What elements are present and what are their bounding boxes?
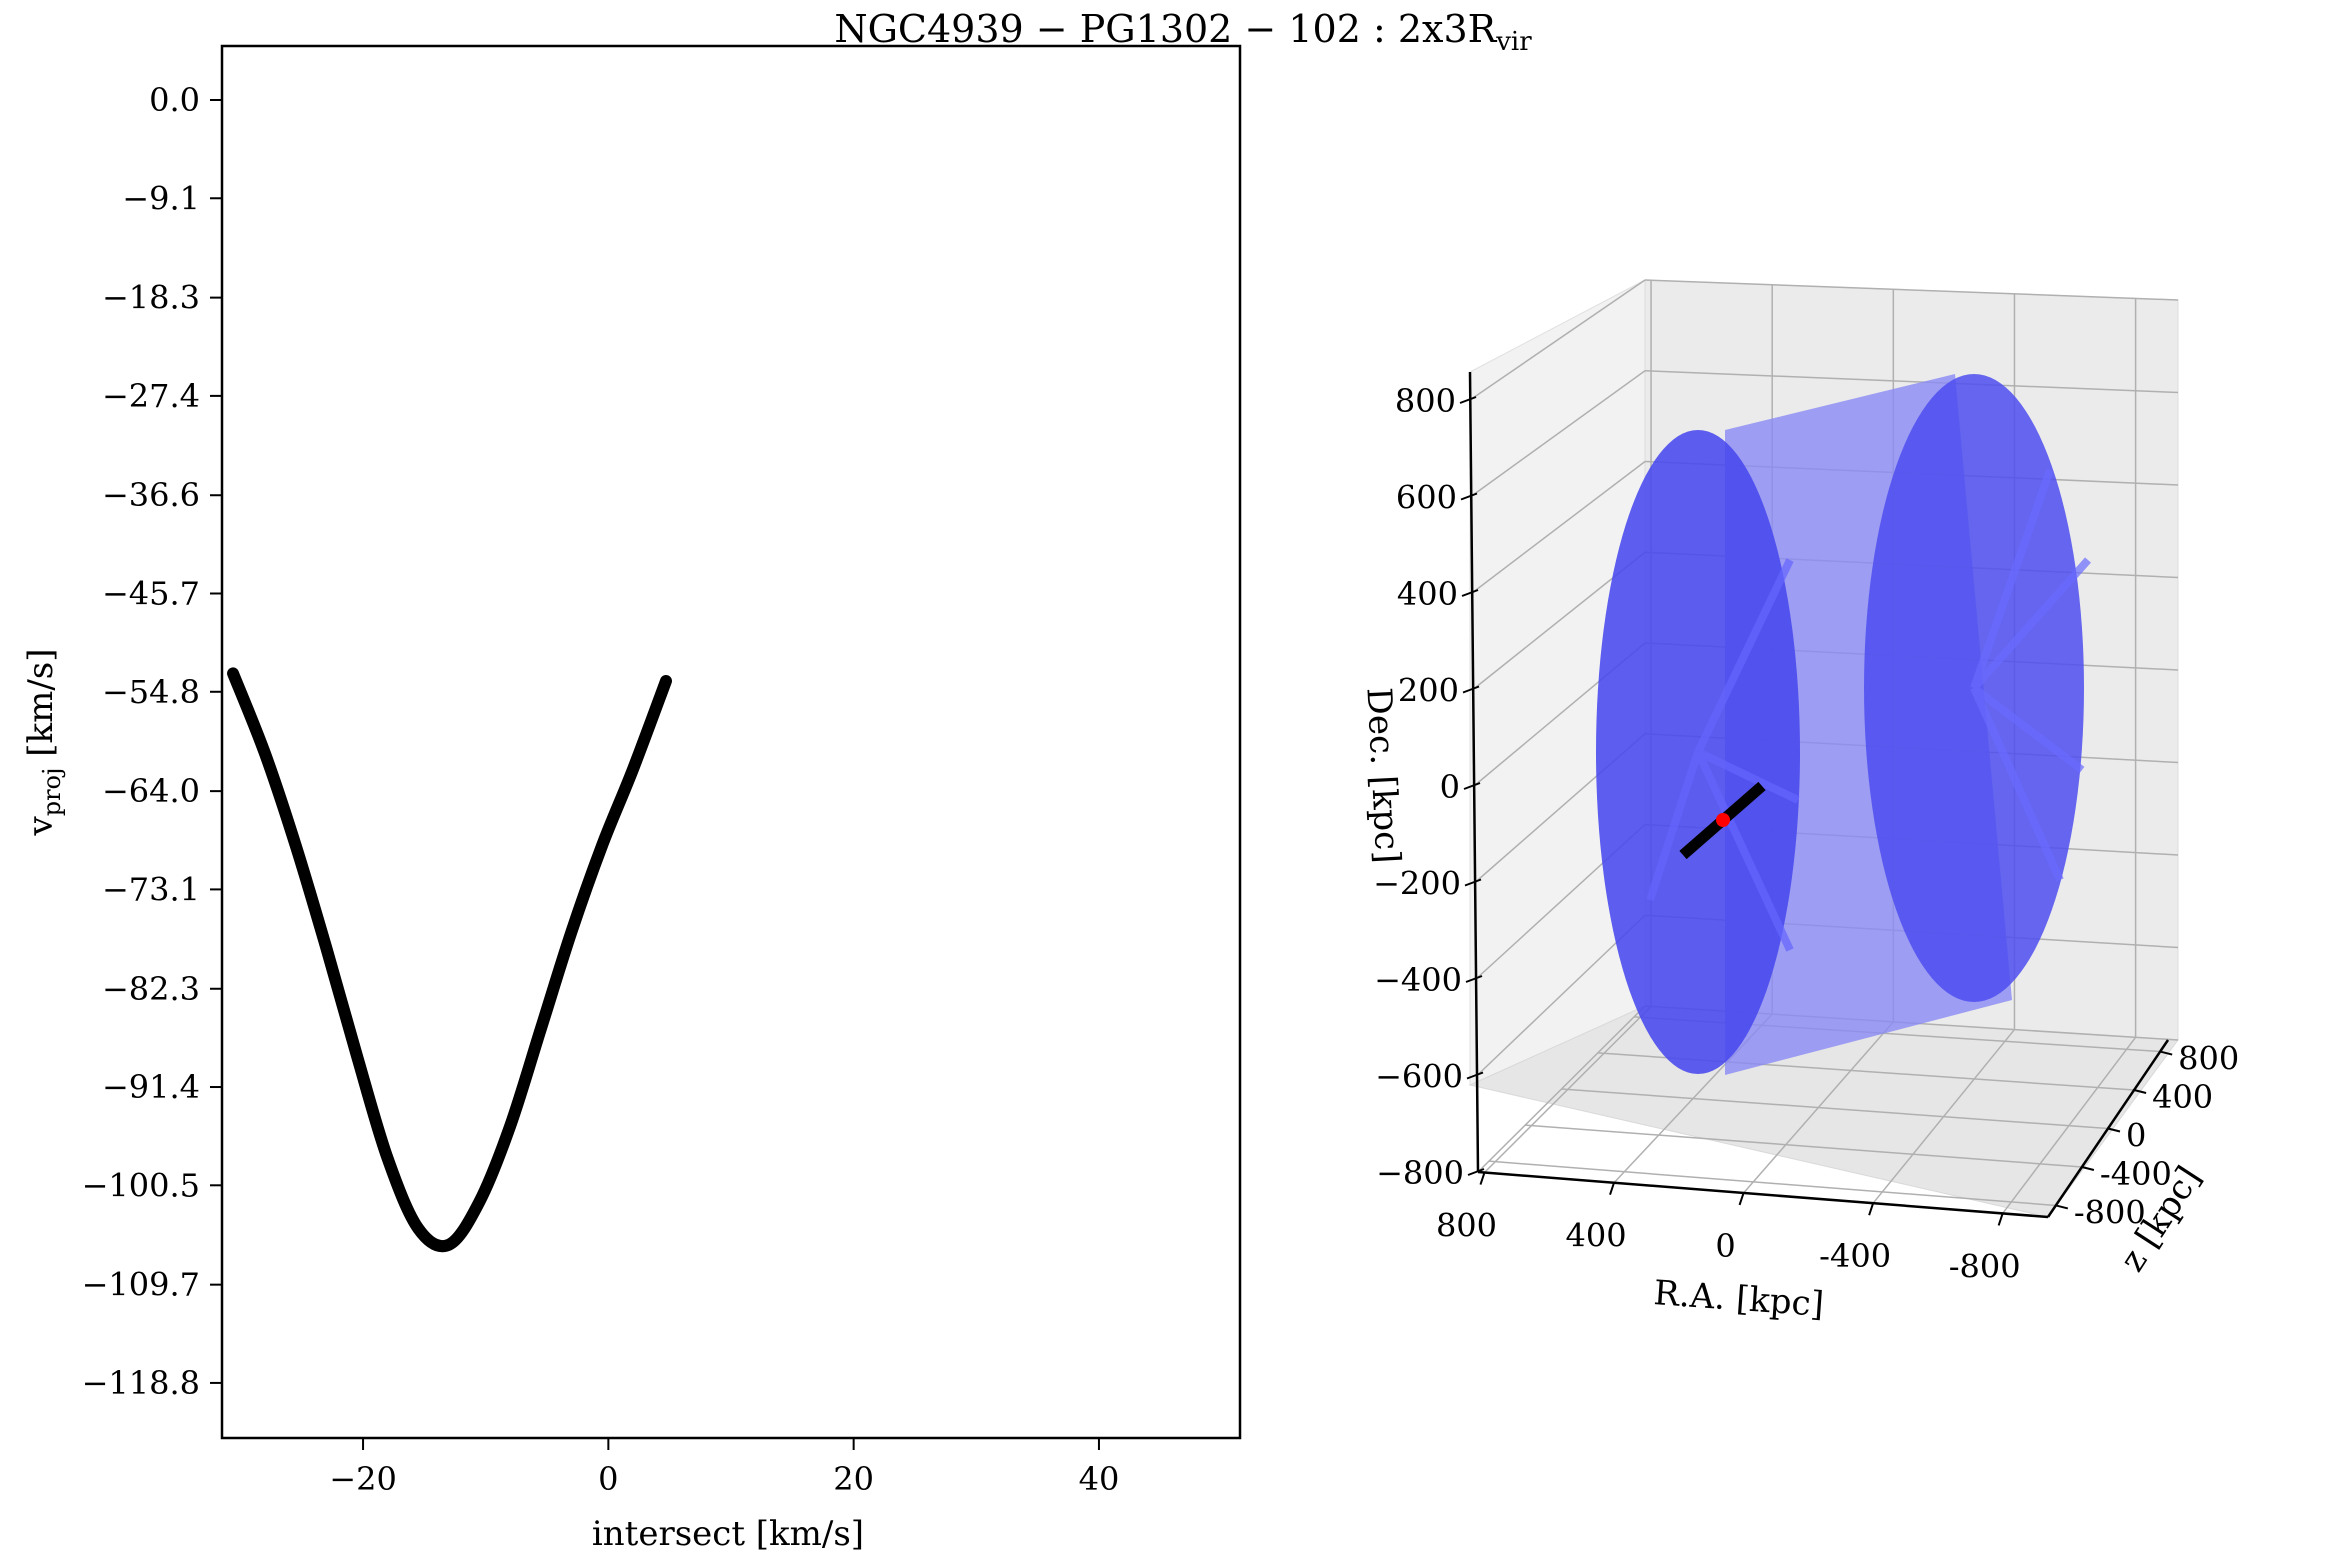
dec-tick bbox=[1459, 396, 1477, 404]
z-tick-label: -800 bbox=[2074, 1193, 2146, 1231]
dec-tick bbox=[1462, 685, 1480, 694]
grid-line bbox=[1644, 279, 2179, 301]
dec-axis: 800 600 400 200 0 −200 −400 −600 −800 bbox=[1373, 382, 1485, 1192]
y-tick-label: −36.6 bbox=[102, 476, 200, 514]
ra-tick bbox=[1738, 1192, 1745, 1206]
dec-tick bbox=[1461, 589, 1479, 597]
grid-line bbox=[1469, 279, 1646, 401]
figure-title: NGC4939 − PG1302 − 102 : 2x3Rvir bbox=[834, 7, 1532, 57]
y-tick-label: −45.7 bbox=[102, 575, 200, 613]
cylinder bbox=[1596, 374, 2091, 1075]
y-tick-label: −91.4 bbox=[102, 1068, 200, 1106]
y-axis-label-units: [km/s] bbox=[21, 648, 61, 767]
series-line bbox=[227, 667, 672, 1253]
x-tick-label: 20 bbox=[833, 1460, 874, 1498]
y-tick-label: −27.4 bbox=[102, 377, 200, 415]
grid-line bbox=[1644, 370, 2179, 394]
grid-line bbox=[1470, 370, 1646, 498]
z-tick-label: -400 bbox=[2100, 1155, 2172, 1193]
z-tick-label: 0 bbox=[2126, 1117, 2146, 1155]
ra-tick-label: 0 bbox=[1715, 1227, 1735, 1265]
z-axis-line bbox=[1468, 371, 1480, 1173]
ra-tick-label: 800 bbox=[1436, 1207, 1497, 1245]
grid-line bbox=[1561, 1088, 2109, 1130]
grid-line bbox=[1525, 1124, 2082, 1168]
grid-line bbox=[1488, 1160, 2056, 1207]
dec-tick bbox=[1467, 1168, 1485, 1176]
z-tick-label: 800 bbox=[2178, 1040, 2239, 1078]
y-axis-label-main: v bbox=[21, 816, 61, 837]
dec-tick-label: −200 bbox=[1373, 865, 1461, 903]
y-tick-label: −109.7 bbox=[82, 1266, 200, 1304]
y-tick-label: −73.1 bbox=[102, 870, 200, 908]
x-tick-label: −20 bbox=[329, 1460, 397, 1498]
y-tick-label: −54.8 bbox=[102, 673, 200, 711]
figure-title-main: NGC4939 − PG1302 − 102 : 2x3R bbox=[834, 7, 1497, 51]
z-tick bbox=[2107, 1127, 2121, 1133]
ra-tick bbox=[1609, 1182, 1615, 1196]
cylinder-cap-near-rays bbox=[1646, 558, 1800, 952]
grid-line bbox=[1471, 460, 1646, 594]
x-axis-line bbox=[1477, 1170, 2049, 1219]
z-tick bbox=[2081, 1166, 2095, 1171]
dec-tick-label: 400 bbox=[1397, 575, 1458, 613]
y-axis: 0.0 −9.1 −18.3 −27.4 −36.6 −45.7 −54.8 −64.0 −73… bbox=[82, 81, 222, 1402]
dec-tick-label: 0 bbox=[1440, 768, 1460, 806]
dec-tick-label: −600 bbox=[1375, 1058, 1463, 1096]
x-tick-label: 40 bbox=[1079, 1460, 1120, 1498]
ra-axis: 800 400 0 -400 -800 bbox=[1436, 1172, 2021, 1285]
y-tick-label: −9.1 bbox=[122, 179, 200, 217]
ra-tick bbox=[1479, 1172, 1486, 1185]
x-tick-label: 0 bbox=[598, 1460, 618, 1498]
y-tick-label: −100.5 bbox=[82, 1166, 200, 1204]
z-tick bbox=[2055, 1204, 2069, 1210]
ra-tick bbox=[1868, 1202, 1875, 1216]
plot-frame bbox=[220, 44, 1242, 1440]
ra-tick-label: -400 bbox=[1819, 1237, 1891, 1275]
cylinder-cap-far-rays bbox=[1970, 468, 2091, 882]
ra-tick-label: -800 bbox=[1949, 1247, 2021, 1285]
figure-title-subscript: vir bbox=[1495, 27, 1532, 57]
z-tick bbox=[2133, 1089, 2147, 1094]
dec-axis-label: Dec. [kpc] bbox=[1358, 687, 1407, 865]
y-axis-label-subscript: proj bbox=[38, 768, 66, 817]
ra-tick bbox=[1997, 1213, 2004, 1226]
y-tick-label: −64.0 bbox=[102, 772, 200, 810]
line-chart: 0.0 −9.1 −18.3 −27.4 −36.6 −45.7 −54.8 −64.0 −73… bbox=[21, 44, 1242, 1554]
ra-axis-label: R.A. [kpc] bbox=[1652, 1273, 1825, 1325]
ra-tick-label: 400 bbox=[1565, 1217, 1626, 1255]
y-tick-label: 0.0 bbox=[149, 81, 200, 119]
dec-tick bbox=[1465, 975, 1483, 983]
y-axis-label: vproj [km/s] bbox=[21, 648, 66, 836]
dec-tick-label: −800 bbox=[1376, 1154, 1464, 1192]
z-tick bbox=[2159, 1050, 2173, 1056]
dec-tick-label: −400 bbox=[1374, 961, 1462, 999]
x-axis: −20 0 20 40 bbox=[329, 1438, 1119, 1498]
dec-tick bbox=[1460, 492, 1478, 501]
dec-tick bbox=[1463, 782, 1481, 790]
dec-tick-label: 600 bbox=[1396, 479, 1457, 517]
y-tick-label: −118.8 bbox=[82, 1364, 200, 1402]
series-group bbox=[227, 667, 672, 1253]
x-axis-label: intersect [km/s] bbox=[592, 1514, 864, 1554]
y-tick-label: −82.3 bbox=[102, 970, 200, 1008]
y-tick-label: −18.3 bbox=[102, 279, 200, 317]
dec-tick bbox=[1464, 878, 1482, 887]
dec-tick bbox=[1466, 1071, 1484, 1080]
galaxy-marker bbox=[1716, 813, 1730, 827]
dec-tick-label: 200 bbox=[1398, 672, 1459, 710]
dec-tick-label: 800 bbox=[1395, 382, 1456, 420]
z-tick-label: 400 bbox=[2152, 1078, 2213, 1116]
